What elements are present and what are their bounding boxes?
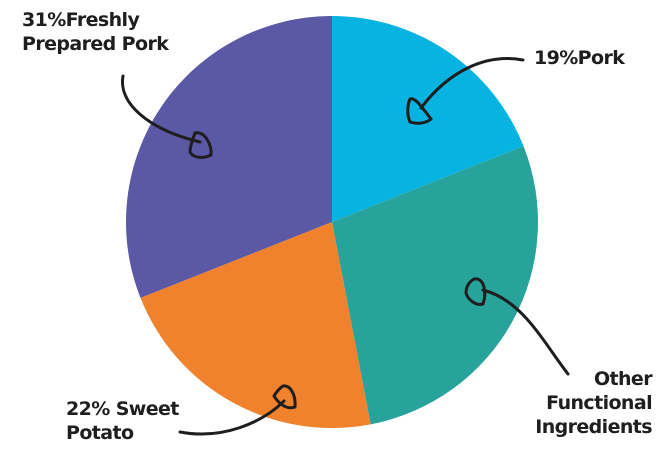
pie-slice-pork [332, 16, 524, 222]
arrow-sweet-potato [178, 399, 286, 436]
arrowhead-sweet-potato [272, 384, 297, 410]
label-line: 22% Sweet [66, 398, 179, 420]
arrowhead-pork [406, 97, 433, 125]
arrow-pork [419, 57, 525, 110]
label-line: Functional [546, 392, 652, 415]
label-sweet-potato: 22% Sweet Potato [66, 397, 179, 445]
label-line: Other [593, 368, 653, 390]
pie-slice-freshly-prepared-pork [126, 16, 332, 298]
pie-slice-sweet-potato [140, 222, 371, 428]
pie-slices [126, 16, 538, 428]
pie-slice-other-functional-ingredients [332, 146, 538, 425]
label-line: 31%Freshly [22, 9, 140, 31]
label-freshly-prepared-pork: 31%Freshly Prepared Pork [22, 8, 169, 56]
arrow-freshly-prepared-pork [121, 74, 202, 144]
arrow-other-functional-ingredients [481, 288, 570, 376]
arrowhead-freshly-prepared-pork [188, 131, 213, 159]
label-line: Prepared Pork [22, 33, 169, 56]
label-line: 19%Pork [534, 47, 625, 69]
label-line: Potato [66, 422, 134, 445]
label-line: Ingredients [535, 416, 652, 439]
label-other-functional-ingredients: Other Functional Ingredients [535, 367, 652, 439]
label-pork: 19%Pork [534, 46, 625, 70]
arrowhead-other-functional-ingredients [464, 277, 487, 306]
